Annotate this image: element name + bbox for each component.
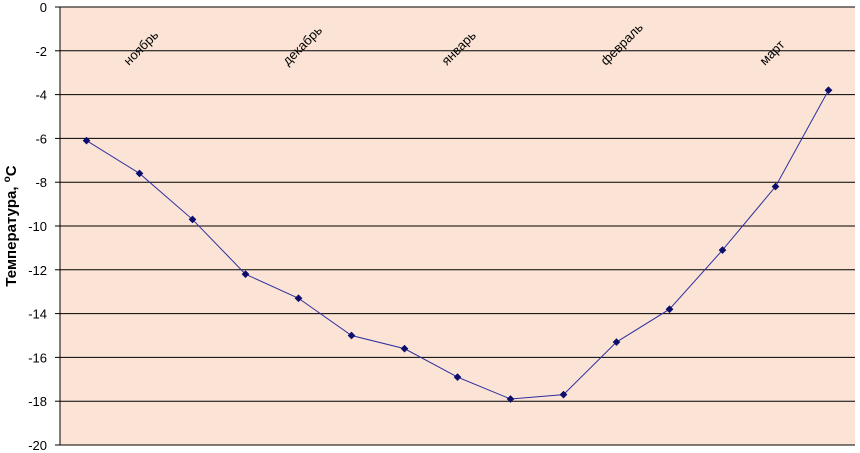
data-point-marker (294, 294, 303, 303)
y-axis-title-unit-sup: о (2, 176, 13, 182)
y-tick-labels: 0 -2 -4 -6 -8 -10 -12 -14 -16 -18 -20 (28, 0, 47, 453)
gridlines (55, 6, 855, 446)
y-tick-label: -10 (28, 219, 47, 234)
y-tick-label: -4 (35, 88, 47, 103)
y-tick-label: -8 (35, 175, 47, 190)
data-point-marker (82, 136, 91, 145)
data-point-marker (241, 270, 250, 279)
data-point-marker (506, 395, 515, 403)
data-point-marker (771, 182, 780, 191)
data-point-marker (559, 390, 568, 399)
data-point-marker (135, 169, 144, 178)
data-point-marker (665, 305, 674, 314)
data-point-marker (453, 373, 462, 382)
y-tick-label: -6 (35, 131, 47, 146)
data-point-marker (612, 338, 621, 347)
y-tick-label: -16 (28, 350, 47, 365)
y-tick-label: -20 (28, 438, 47, 453)
data-point-marker (188, 215, 197, 224)
y-tick-label: -12 (28, 263, 47, 278)
y-tick-label: -14 (28, 307, 47, 322)
axes (59, 7, 855, 446)
y-tick-label: -18 (28, 394, 47, 409)
data-point-marker (400, 344, 409, 353)
data-point-marker (718, 246, 727, 255)
data-point-marker (824, 86, 833, 95)
y-axis-title-unit: С (3, 165, 20, 176)
y-tick-label: -2 (35, 44, 47, 59)
series-temperature (82, 86, 833, 403)
y-axis-title: Температура, оС (2, 165, 20, 286)
y-axis-title-main: Температура, (3, 182, 20, 286)
data-point-marker (347, 331, 356, 340)
y-tick-label: 0 (40, 0, 47, 15)
